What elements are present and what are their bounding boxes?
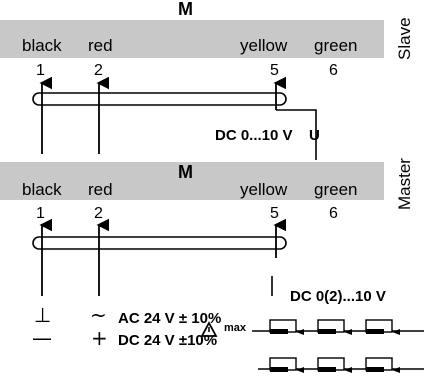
master-terminal-2: 2	[94, 205, 103, 222]
slave-header-bar	[0, 20, 384, 58]
output-signal-label: DC 0(2)...10 V	[290, 288, 386, 305]
master-wire-red: red	[88, 180, 113, 199]
max-label: max	[224, 322, 247, 334]
dc-supply-label: DC 24 V ±10%	[118, 332, 218, 349]
slave-terminal-1: 1	[36, 62, 45, 79]
actuator-icon	[258, 357, 424, 373]
slave-wire-black: black	[22, 36, 62, 55]
slave-wire-red: red	[88, 36, 113, 55]
master-cable	[32, 236, 287, 250]
interlink-signal-label: DC 0...10 V	[215, 127, 293, 144]
slave-wire-yellow: yellow	[240, 36, 288, 55]
master-terminal-1: 1	[36, 205, 45, 222]
ac-symbol: ~	[90, 303, 107, 327]
plus-symbol: +	[91, 326, 108, 350]
interlink-signal-symbol: U	[309, 127, 320, 144]
actuator-icon	[252, 319, 424, 335]
minus-symbol: —	[32, 326, 52, 350]
slave-wire-green: green	[314, 36, 358, 55]
slave-cable	[32, 92, 287, 106]
ac-supply-label: AC 24 V ± 10%	[118, 310, 222, 327]
ground-symbol: ⊥	[34, 303, 52, 327]
master-wire-green: green	[314, 180, 358, 199]
master-header-bar	[0, 162, 384, 200]
slave-device-label: M	[178, 0, 193, 19]
master-terminal-5: 5	[270, 205, 279, 222]
slave-terminal-5: 5	[270, 62, 279, 79]
slave-terminal-6: 6	[329, 62, 338, 79]
master-terminal-6: 6	[329, 205, 338, 222]
slave-terminal-2: 2	[94, 62, 103, 79]
warning-triangle-icon	[200, 321, 218, 337]
master-wire-yellow: yellow	[240, 180, 288, 199]
master-device-label: M	[178, 162, 193, 182]
master-wire-black: black	[22, 180, 62, 199]
interlink-line	[276, 109, 317, 150]
